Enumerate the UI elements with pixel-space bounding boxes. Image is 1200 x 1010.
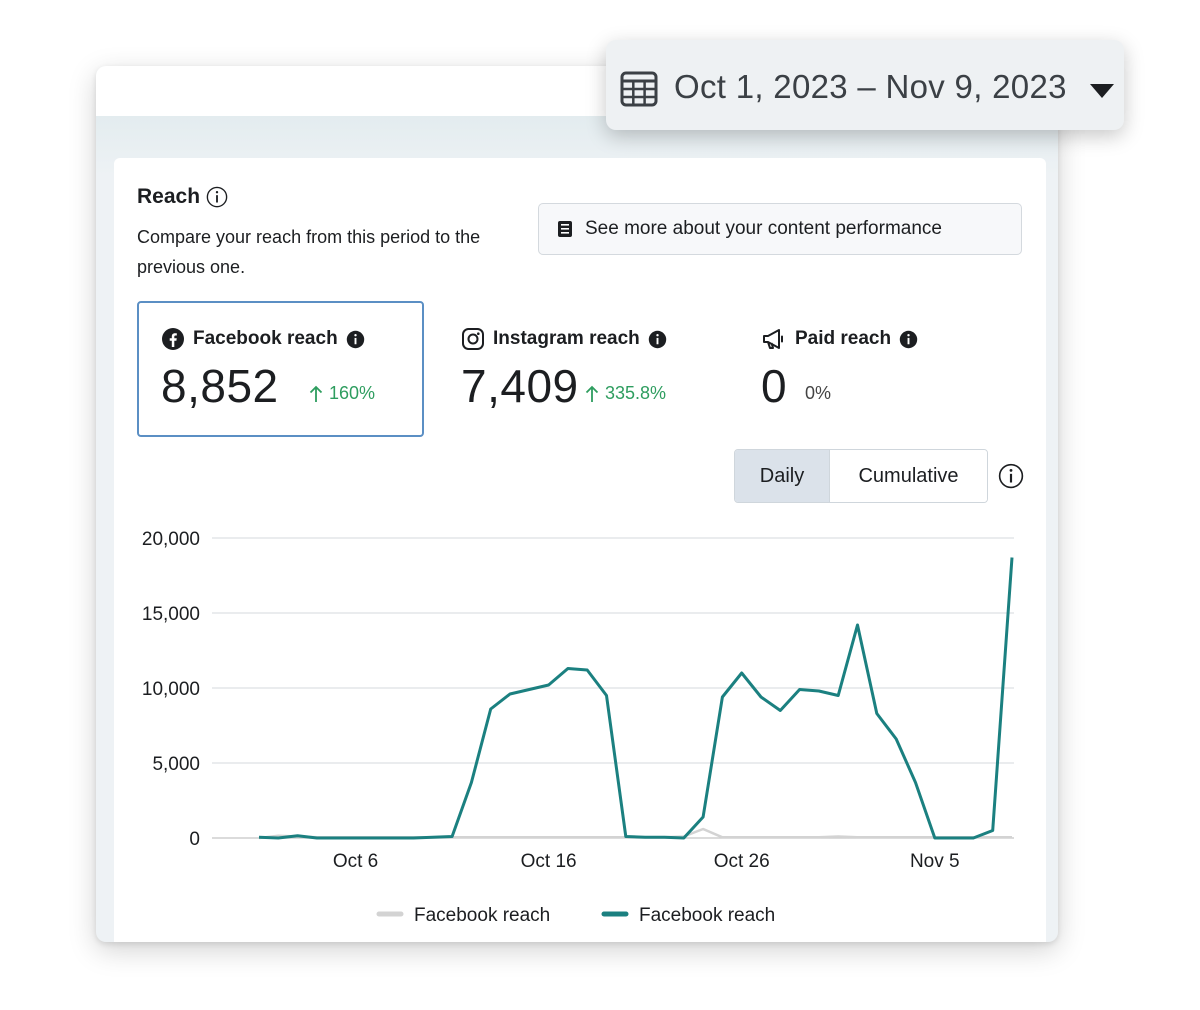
metric-instagram-reach[interactable]: Instagram reach 7,409 335.8% — [439, 301, 719, 437]
metric-facebook-change: 160% — [309, 383, 375, 404]
x-tick-label: Nov 5 — [910, 851, 960, 872]
reach-title: Reach — [137, 185, 201, 208]
y-tick-label: 15,000 — [142, 604, 200, 625]
reach-description: Compare your reach from this period to t… — [137, 227, 481, 277]
info-filled-icon[interactable] — [899, 330, 918, 349]
y-tick-label: 5,000 — [152, 754, 200, 775]
metric-instagram-label: Instagram reach — [493, 328, 640, 349]
reach-card: Reach Compare your reach from this perio… — [96, 66, 1058, 942]
info-icon[interactable] — [998, 463, 1024, 489]
content-performance-button[interactable]: See more about your content performance — [538, 203, 1022, 255]
metric-instagram-value: 7,409 — [461, 360, 579, 412]
metric-facebook-value: 8,852 — [161, 360, 279, 412]
toggle-daily-button[interactable]: Daily — [735, 450, 830, 502]
info-icon[interactable] — [206, 186, 228, 208]
reach-line-chart: 20,000 15,000 10,000 5,000 0 Oct 6 Oct 16 Oct 2… — [142, 529, 1014, 926]
arrow-up-icon — [309, 385, 323, 402]
info-filled-icon[interactable] — [346, 330, 365, 349]
x-tick-label: Oct 6 — [333, 851, 378, 872]
date-range-picker[interactable]: Oct 1, 2023 – Nov 9, 2023 — [606, 40, 1124, 130]
x-tick-label: Oct 16 — [521, 851, 577, 872]
metric-paid-change: 0% — [805, 383, 831, 404]
metric-paid-label: Paid reach — [795, 328, 892, 349]
metric-facebook-label-row: Facebook reach — [161, 327, 365, 351]
metric-instagram-change-value: 335.8% — [605, 383, 667, 403]
reach-panel: Reach Compare your reach from this perio… — [114, 158, 1046, 942]
metric-instagram-change: 335.8% — [585, 383, 666, 404]
toggle-cumulative-button[interactable]: Cumulative — [830, 450, 987, 502]
metric-paid-value: 0 — [761, 360, 788, 412]
metric-facebook-label: Facebook reach — [193, 328, 338, 349]
calendar-icon — [620, 71, 658, 107]
legend-label: Facebook reach — [639, 905, 775, 926]
instagram-icon — [462, 328, 484, 350]
facebook-icon — [162, 328, 184, 350]
view-toggle: Daily Cumulative — [734, 449, 988, 503]
metric-paid-reach[interactable]: Paid reach 0 0% — [739, 301, 999, 437]
megaphone-icon — [763, 329, 783, 349]
info-filled-icon[interactable] — [648, 330, 667, 349]
metric-paid-label-row: Paid reach — [761, 327, 918, 351]
reach-heading: Reach — [137, 185, 228, 209]
metric-paid-change-value: 0% — [805, 383, 832, 403]
content-performance-label: See more about your content performance — [585, 218, 942, 239]
arrow-up-icon — [585, 385, 599, 402]
content-icon — [558, 221, 572, 237]
metric-facebook-change-value: 160% — [329, 383, 376, 403]
y-tick-label: 0 — [189, 829, 200, 850]
chevron-down-icon — [1090, 84, 1114, 98]
y-tick-label: 20,000 — [142, 529, 200, 550]
date-range-label: Oct 1, 2023 – Nov 9, 2023 — [674, 68, 1067, 105]
metric-instagram-label-row: Instagram reach — [461, 327, 667, 351]
metric-facebook-reach[interactable]: Facebook reach 8,852 160% — [137, 301, 424, 437]
y-tick-label: 10,000 — [142, 679, 200, 700]
series-line-current — [258, 557, 1014, 840]
x-tick-label: Oct 26 — [714, 851, 770, 872]
reach-chart: 20,000 15,000 10,000 5,000 0 Oct 6 Oct 16 Oct 2… — [114, 528, 1046, 942]
legend-label: Facebook reach — [414, 905, 550, 926]
